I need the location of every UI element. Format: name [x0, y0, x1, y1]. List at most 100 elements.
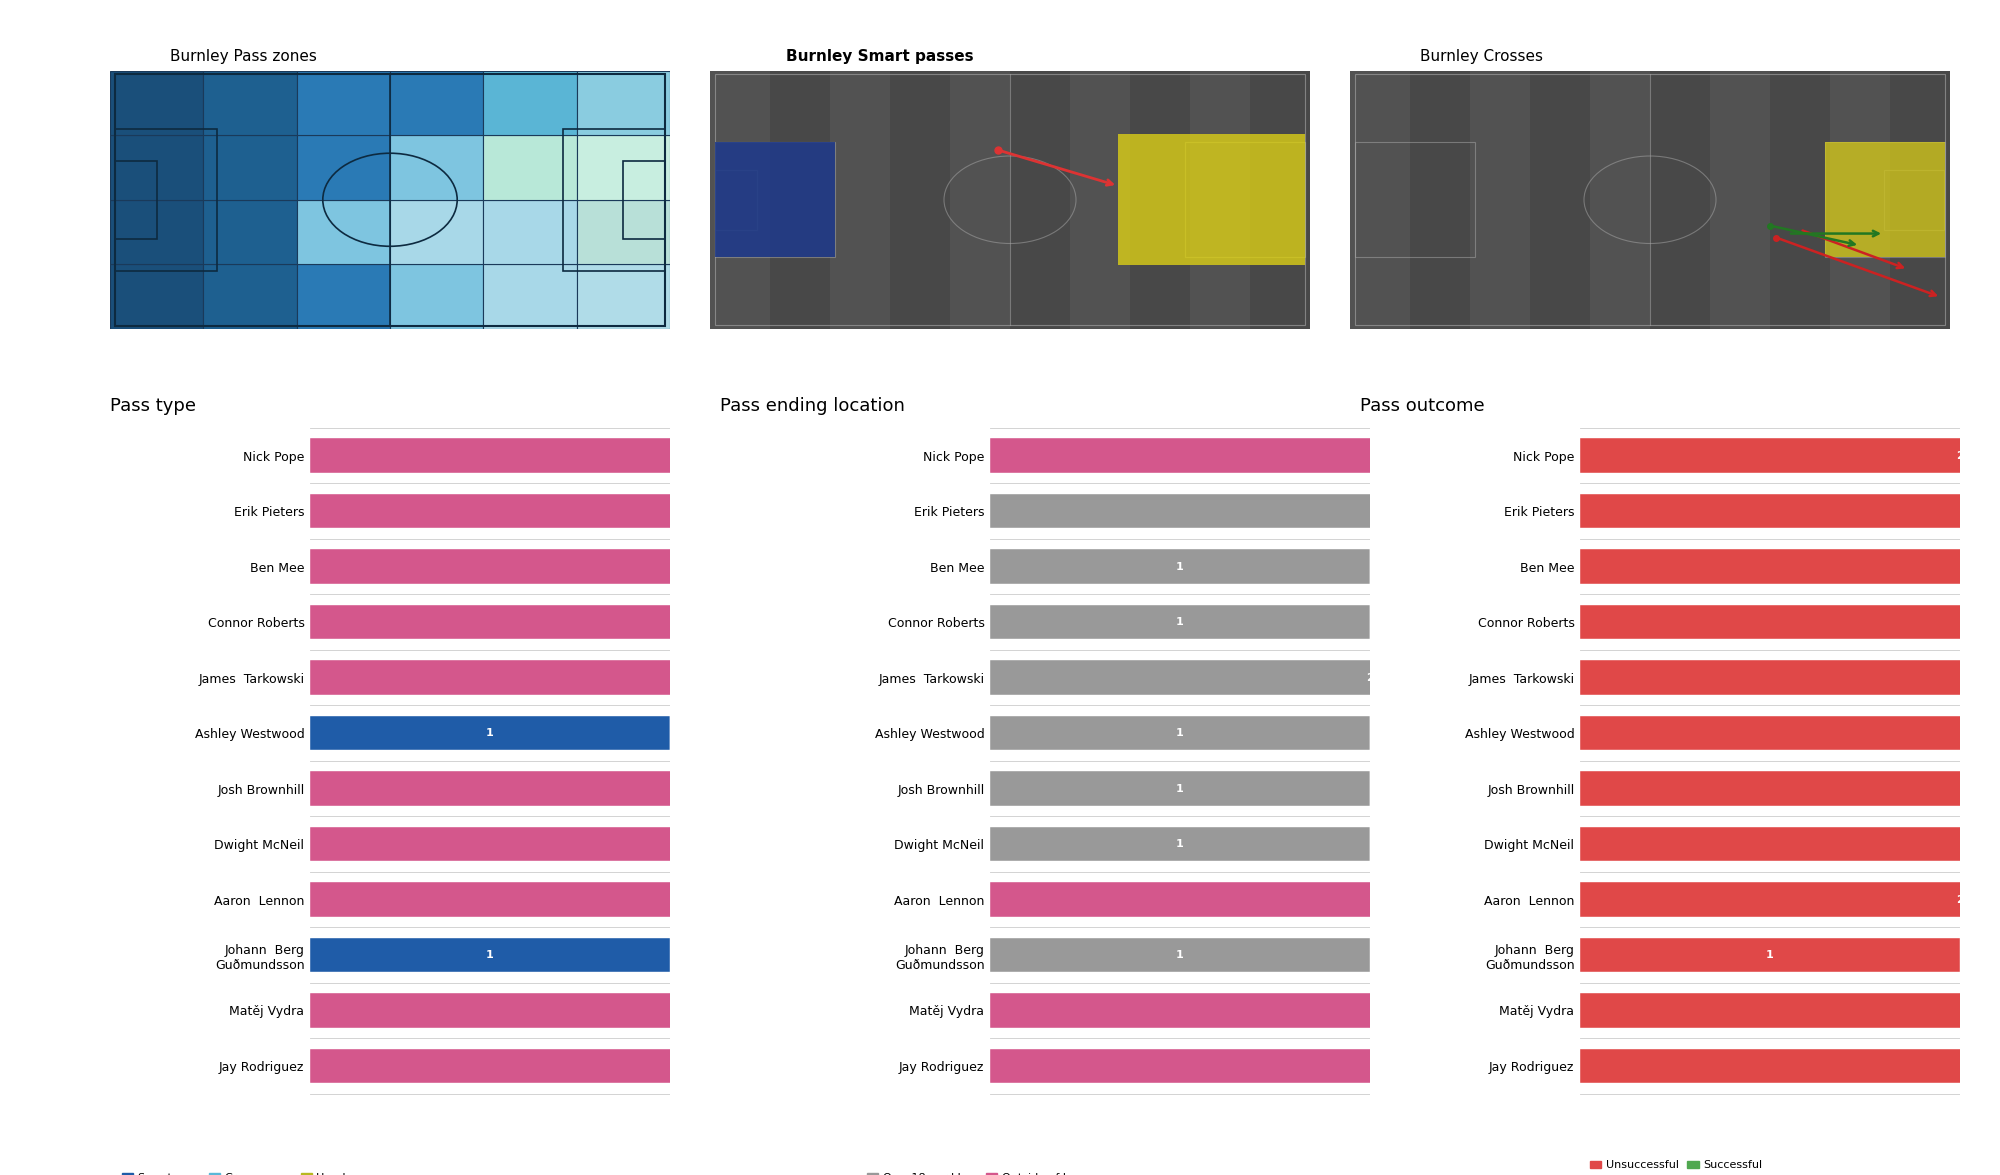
Bar: [1826, 142, 1946, 257]
Bar: [310, 438, 2000, 472]
Bar: [310, 938, 670, 972]
Bar: [1370, 550, 2000, 584]
Text: Pass outcome: Pass outcome: [1360, 397, 1484, 415]
Text: 3: 3: [1556, 506, 1564, 516]
Text: Pass type: Pass type: [110, 397, 196, 415]
Text: 8: 8: [1746, 1061, 1754, 1070]
Bar: [950, 70, 1010, 329]
Bar: [110, 264, 204, 329]
Bar: [990, 716, 1370, 751]
Text: Burnley Crosses: Burnley Crosses: [1420, 49, 1544, 65]
Bar: [990, 605, 1370, 639]
Text: Pass ending location: Pass ending location: [720, 397, 904, 415]
Bar: [1186, 142, 1306, 257]
Text: 1: 1: [1176, 784, 1184, 793]
Bar: [714, 142, 834, 257]
Bar: [296, 264, 390, 329]
Text: 1: 1: [486, 728, 494, 738]
Bar: [1010, 70, 1070, 329]
Bar: [296, 70, 390, 135]
Bar: [310, 827, 2000, 861]
Bar: [990, 771, 1370, 806]
Bar: [576, 264, 670, 329]
Bar: [1190, 70, 1250, 329]
Bar: [624, 161, 666, 239]
Bar: [484, 264, 576, 329]
Bar: [204, 200, 296, 264]
Bar: [296, 135, 390, 200]
Bar: [1470, 70, 1530, 329]
Bar: [710, 70, 770, 329]
Bar: [310, 605, 2000, 639]
Bar: [714, 170, 756, 229]
Bar: [990, 993, 2000, 1028]
Bar: [310, 993, 2000, 1028]
Legend: Own 18 yard box, Opp 18 yard box, Outside of box, Opp 6 yard box: Own 18 yard box, Opp 18 yard box, Outsid…: [862, 1168, 1092, 1175]
Bar: [484, 70, 576, 135]
Bar: [310, 882, 2000, 916]
Bar: [1070, 70, 1130, 329]
Bar: [990, 660, 1750, 694]
Bar: [990, 938, 1370, 972]
Bar: [1580, 1049, 2000, 1083]
Bar: [1370, 771, 2000, 806]
Bar: [714, 142, 834, 257]
Bar: [562, 128, 666, 271]
Bar: [1590, 70, 1650, 329]
Bar: [1580, 716, 2000, 751]
Bar: [310, 494, 2000, 529]
Text: 1: 1: [1766, 951, 1774, 960]
Text: 1: 1: [486, 951, 494, 960]
Text: 8: 8: [1746, 1006, 1754, 1015]
Bar: [1250, 70, 1310, 329]
Bar: [1580, 660, 2000, 694]
Bar: [1710, 70, 1770, 329]
Bar: [1580, 550, 2000, 584]
Bar: [1354, 142, 1474, 257]
Text: 2: 2: [1366, 672, 1374, 683]
Bar: [1130, 70, 1190, 329]
Text: Burnley Smart passes: Burnley Smart passes: [786, 49, 974, 65]
Bar: [576, 70, 670, 135]
Bar: [1830, 70, 1890, 329]
Text: 2: 2: [1956, 894, 1964, 905]
Bar: [670, 716, 2000, 751]
Bar: [576, 135, 670, 200]
Bar: [296, 200, 390, 264]
Bar: [310, 771, 2000, 806]
Bar: [204, 70, 296, 135]
Bar: [770, 70, 830, 329]
Bar: [1350, 70, 1410, 329]
Text: Burnley Pass zones: Burnley Pass zones: [170, 49, 316, 65]
Bar: [1750, 660, 2000, 694]
Text: 1: 1: [1176, 617, 1184, 627]
Bar: [484, 200, 576, 264]
Bar: [1884, 170, 1944, 229]
Bar: [310, 660, 2000, 694]
Bar: [1370, 716, 2000, 751]
Bar: [830, 70, 890, 329]
Bar: [576, 200, 670, 264]
Bar: [990, 1049, 2000, 1083]
Bar: [310, 716, 670, 751]
Bar: [890, 70, 950, 329]
Text: 2: 2: [1956, 451, 1964, 461]
Bar: [990, 494, 2000, 529]
Bar: [1410, 70, 1470, 329]
Bar: [1580, 827, 2000, 861]
Bar: [390, 70, 484, 135]
Bar: [110, 135, 204, 200]
Bar: [1580, 438, 2000, 472]
Bar: [1826, 142, 1946, 257]
Bar: [1370, 605, 2000, 639]
Bar: [114, 161, 156, 239]
Bar: [310, 1049, 2000, 1083]
Bar: [204, 135, 296, 200]
Bar: [990, 438, 2000, 472]
Bar: [1580, 882, 2000, 916]
Bar: [204, 264, 296, 329]
Bar: [1580, 494, 2000, 529]
Bar: [1370, 827, 2000, 861]
Bar: [990, 550, 1370, 584]
Text: 1: 1: [1176, 839, 1184, 850]
